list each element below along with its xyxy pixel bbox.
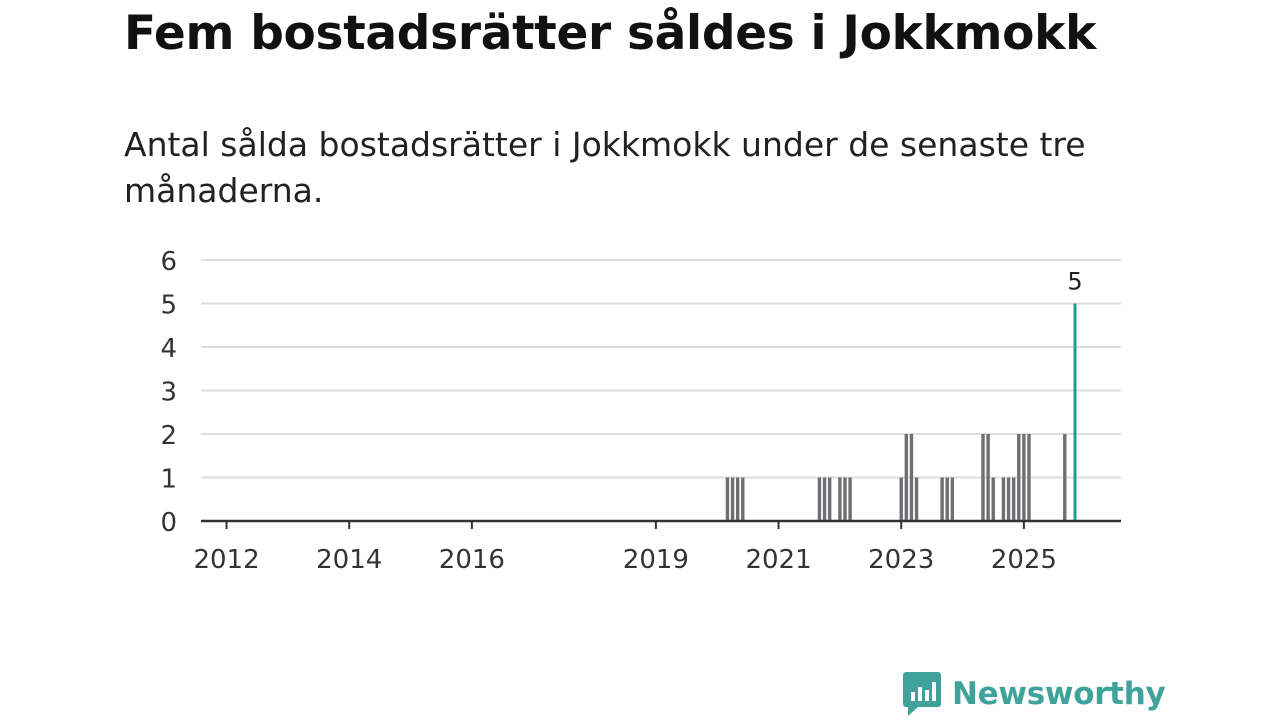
bar [940, 477, 944, 521]
annotations: 5 [1067, 268, 1082, 296]
data-label: 5 [1067, 268, 1082, 296]
bar [1006, 477, 1011, 521]
bar [838, 477, 842, 521]
x-tick-label: 2014 [316, 545, 382, 575]
brand-name: Newsworthy [952, 676, 1166, 712]
bar [991, 477, 995, 521]
bar [1063, 434, 1067, 521]
newsworthy-logo: Newsworthy [902, 670, 1166, 718]
bar [1011, 477, 1016, 521]
y-tick-label: 4 [160, 334, 177, 364]
bar [817, 477, 822, 521]
bar [1017, 434, 1021, 521]
bar [843, 477, 847, 521]
y-tick-label: 0 [160, 508, 177, 538]
x-tick-label: 2019 [623, 545, 689, 575]
bar [730, 477, 735, 521]
x-tick-label: 2012 [193, 545, 259, 575]
y-tick-label: 5 [160, 291, 177, 321]
bar [1001, 477, 1006, 521]
bar [827, 477, 832, 521]
x-tick-label: 2023 [868, 545, 934, 575]
bar [909, 434, 914, 521]
bar-chart: 0 1 2 3 4 5 6 2012 2014 2016 2019 2021 2023 2025 5 [160, 247, 1121, 575]
bar [848, 477, 852, 521]
bar [899, 477, 903, 521]
bar [1022, 434, 1026, 521]
bar [725, 477, 730, 521]
newsworthy-chart-bubble-icon [903, 672, 941, 716]
y-axis-ticks: 0 1 2 3 4 5 6 [160, 247, 177, 538]
x-tick-label: 2025 [991, 545, 1057, 575]
bar [1027, 434, 1031, 521]
bar-highlight [1073, 303, 1077, 521]
x-tick-label: 2016 [439, 545, 505, 575]
bars [725, 303, 1077, 521]
x-axis-ticks: 2012 2014 2016 2019 2021 2023 2025 [193, 521, 1057, 575]
chart-title: Fem bostadsrätter såldes i Jokkmokk [124, 6, 1097, 61]
y-tick-label: 1 [160, 465, 177, 495]
bar [986, 434, 990, 521]
y-tick-label: 6 [160, 247, 177, 277]
bar [741, 477, 745, 521]
bar [981, 434, 985, 521]
bar [904, 434, 909, 521]
y-tick-label: 3 [160, 378, 177, 408]
bar [914, 477, 919, 521]
chart-subtitle: Antal sålda bostadsrätter i Jokkmokk und… [124, 125, 1086, 210]
bar [950, 477, 955, 521]
bar [822, 477, 827, 521]
bar [945, 477, 949, 521]
y-tick-label: 2 [160, 421, 177, 451]
gridlines [201, 259, 1121, 479]
bar [735, 477, 740, 521]
x-tick-label: 2021 [745, 545, 811, 575]
